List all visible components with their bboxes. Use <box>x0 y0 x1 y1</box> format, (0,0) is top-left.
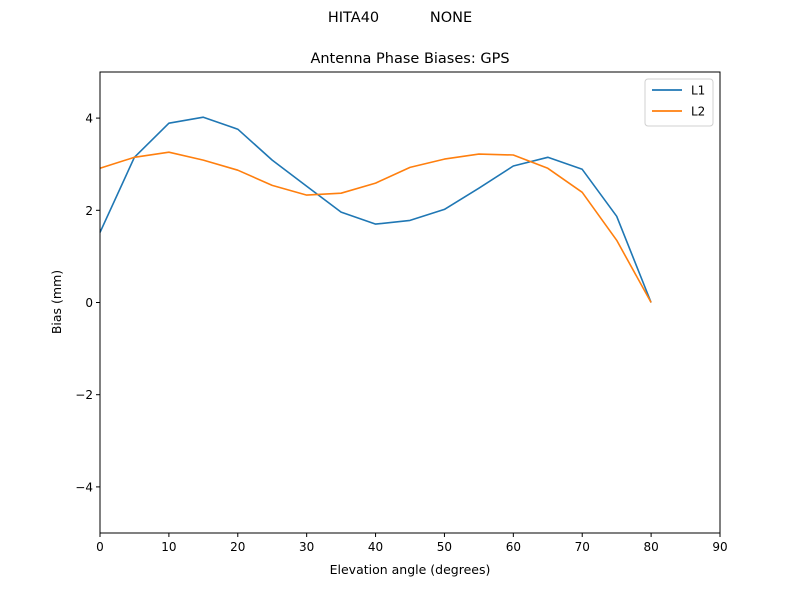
x-axis-label: Elevation angle (degrees) <box>330 562 491 577</box>
x-axis-ticks: 0 10 20 30 40 50 60 70 80 90 <box>96 533 728 554</box>
x-tick-label: 40 <box>368 540 383 554</box>
y-axis-label: Bias (mm) <box>49 270 64 334</box>
x-tick-label: 70 <box>575 540 590 554</box>
series-line-l1 <box>99 116 652 303</box>
y-tick-label: 2 <box>85 204 93 218</box>
legend-label-l1: L1 <box>691 84 705 98</box>
x-tick-label: 50 <box>437 540 452 554</box>
axes-frame <box>99 71 721 534</box>
x-tick-label: 10 <box>161 540 176 554</box>
y-tick-label: −2 <box>75 388 93 402</box>
series-line-l2 <box>99 151 652 303</box>
x-tick-label: 30 <box>299 540 314 554</box>
y-axis-ticks: −4 −2 0 2 4 <box>75 112 100 494</box>
x-tick-label: 0 <box>96 540 104 554</box>
x-tick-label: 90 <box>712 540 727 554</box>
x-tick-label: 60 <box>506 540 521 554</box>
legend-label-l2: L2 <box>691 105 705 119</box>
plot-lines <box>99 116 652 303</box>
chart-title: Antenna Phase Biases: GPS <box>310 51 509 67</box>
y-tick-label: 0 <box>85 296 93 310</box>
y-tick-label: 4 <box>85 112 93 126</box>
x-tick-label: 80 <box>643 540 658 554</box>
figure-suptitle: HITA40 NONE <box>327 10 473 26</box>
legend: L1 L2 <box>644 78 714 127</box>
y-tick-label: −4 <box>75 480 93 494</box>
x-tick-label: 20 <box>230 540 245 554</box>
